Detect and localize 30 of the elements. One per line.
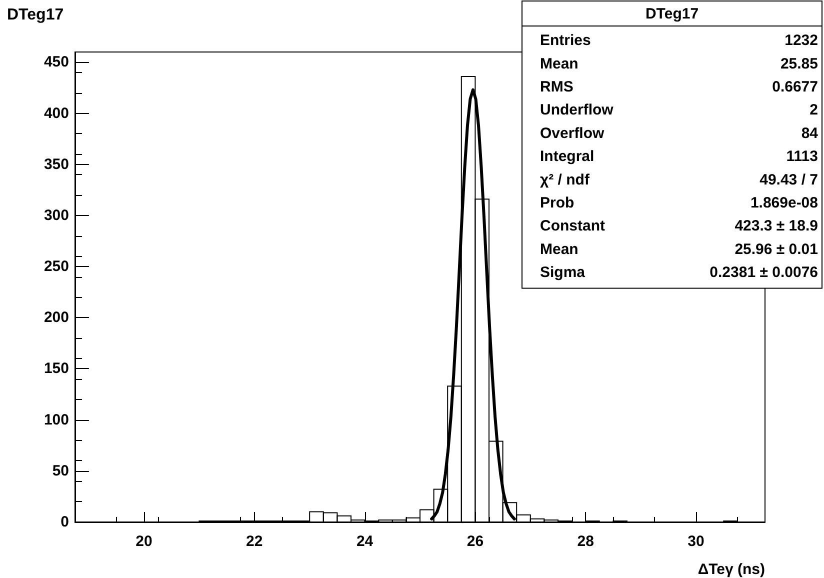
- y-tick-label: 250: [44, 258, 69, 276]
- text: Sigma 0.2381 ± 0.0076: [540, 264, 818, 282]
- text: Constant 423.3 ± 18.9: [540, 218, 818, 235]
- y-tick-label: 0: [60, 514, 69, 530]
- x-tick-label: 20: [136, 533, 152, 550]
- y-tick-label: 100: [44, 411, 69, 428]
- text: Entries 1232: [540, 32, 818, 50]
- text: Overflow 84: [540, 124, 818, 142]
- y-tick-label: 350: [44, 156, 69, 173]
- y-tick-label: 450: [44, 54, 69, 71]
- text: Mean 25.85: [540, 55, 818, 72]
- x-tick-label: 24: [356, 533, 374, 550]
- x-tick-label: 22: [246, 533, 263, 550]
- x-axis-title: ΔTeγ (ns): [698, 561, 765, 578]
- text: RMS 0.6677: [540, 78, 818, 96]
- text: Underflow 2: [540, 102, 818, 119]
- y-tick-label: 300: [44, 206, 69, 224]
- x-tick-label: 30: [688, 533, 704, 550]
- text: Integral 1113: [540, 148, 818, 166]
- y-tick-label: 150: [44, 360, 69, 378]
- chart-title: DTeg17: [7, 6, 64, 24]
- text: Mean 25.96 ± 0.01: [540, 240, 818, 258]
- y-tick-label: 200: [44, 309, 69, 326]
- text: Prob 1.869e-08: [540, 194, 818, 212]
- text: DTeg17: [645, 6, 699, 22]
- y-tick-label: 50: [52, 462, 69, 480]
- x-tick-label: 26: [466, 533, 484, 550]
- x-tick-label: 28: [577, 533, 594, 550]
- y-tick-label: 400: [44, 104, 69, 122]
- text: χ² / ndf 49.43 / 7: [540, 171, 818, 188]
